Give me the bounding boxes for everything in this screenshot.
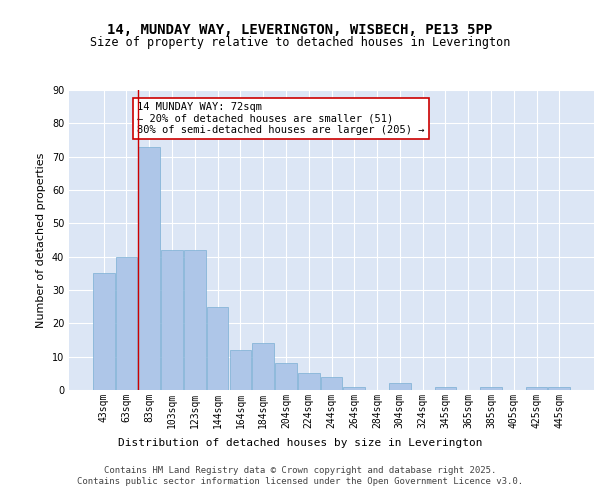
Bar xyxy=(298,374,320,390)
Bar xyxy=(389,384,410,390)
Bar xyxy=(343,386,365,390)
Text: 14, MUNDAY WAY, LEVERINGTON, WISBECH, PE13 5PP: 14, MUNDAY WAY, LEVERINGTON, WISBECH, PE… xyxy=(107,22,493,36)
Bar xyxy=(230,350,251,390)
Bar xyxy=(207,306,229,390)
Text: Contains HM Land Registry data © Crown copyright and database right 2025.
Contai: Contains HM Land Registry data © Crown c… xyxy=(77,466,523,485)
Bar xyxy=(275,364,297,390)
Text: 14 MUNDAY WAY: 72sqm
← 20% of detached houses are smaller (51)
80% of semi-detac: 14 MUNDAY WAY: 72sqm ← 20% of detached h… xyxy=(137,102,425,135)
Bar xyxy=(93,274,115,390)
Text: Distribution of detached houses by size in Leverington: Distribution of detached houses by size … xyxy=(118,438,482,448)
Bar xyxy=(184,250,206,390)
Bar xyxy=(116,256,137,390)
Bar xyxy=(253,344,274,390)
Bar xyxy=(480,386,502,390)
Y-axis label: Number of detached properties: Number of detached properties xyxy=(36,152,46,328)
Bar xyxy=(139,146,160,390)
Bar xyxy=(526,386,547,390)
Bar xyxy=(548,386,570,390)
Bar xyxy=(320,376,343,390)
Text: Size of property relative to detached houses in Leverington: Size of property relative to detached ho… xyxy=(90,36,510,49)
Bar xyxy=(161,250,183,390)
Bar xyxy=(434,386,456,390)
